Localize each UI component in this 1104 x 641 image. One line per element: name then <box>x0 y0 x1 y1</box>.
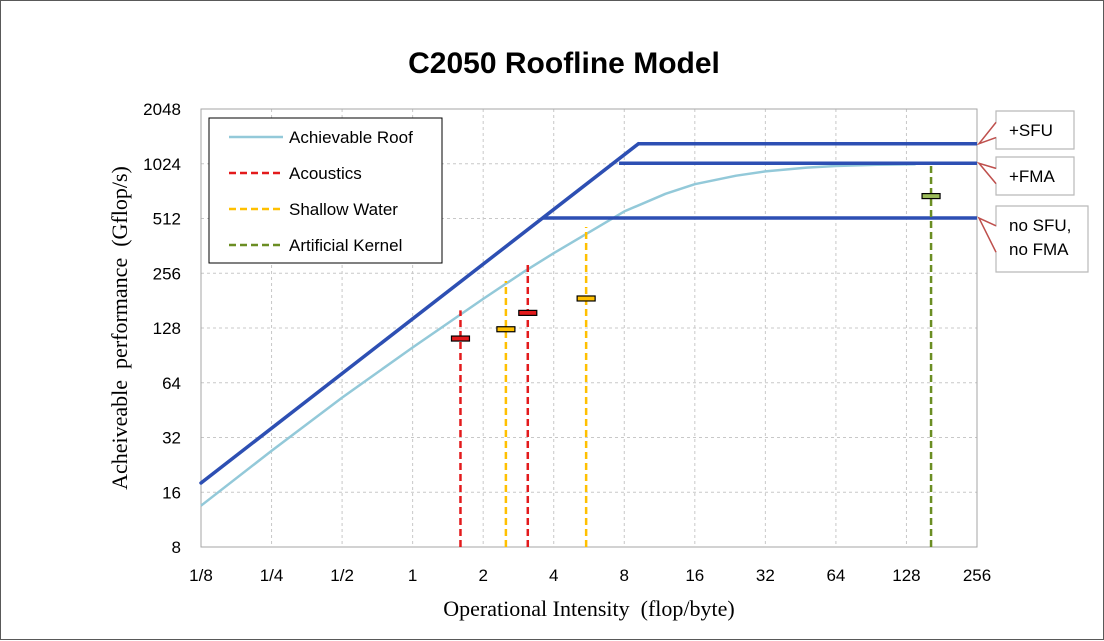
x-axis-title: Operational Intensity (flop/byte) <box>443 596 734 621</box>
roof-callout: no SFU, no FMA <box>977 205 1089 273</box>
roof-callouts: +SFU +FMA no SFU, no FMA <box>976 110 1089 273</box>
x-tick-label: 128 <box>892 566 920 585</box>
y-tick-label: 1024 <box>143 155 181 174</box>
chart-marks <box>199 141 977 547</box>
axis-ticks: 1/8 1/4 1/2 1 2 4 8 16 32 64 128 256 8 16 32 64 128 256 51… <box>143 100 991 585</box>
legend-label: Shallow Water <box>289 200 398 219</box>
achievable-roof-line <box>200 163 916 507</box>
x-tick-label: 16 <box>685 566 704 585</box>
legend-label: Achievable Roof <box>289 128 413 147</box>
chart-title: C2050 Roofline Model <box>408 47 720 80</box>
grid-lines <box>201 109 977 547</box>
y-tick-label: 512 <box>153 210 181 229</box>
y-tick-label: 16 <box>162 483 181 502</box>
y-tick-label: 256 <box>153 264 181 283</box>
legend-box <box>208 117 443 264</box>
x-tick-label: 8 <box>620 566 629 585</box>
measured-point <box>496 326 516 333</box>
x-tick-label: 1 <box>408 566 417 585</box>
x-tick-label: 1/2 <box>330 566 354 585</box>
x-tick-label: 256 <box>963 566 991 585</box>
roof-callout-label: +FMA <box>1009 167 1055 186</box>
plot-area <box>200 108 978 548</box>
roof-callout-pointer <box>977 216 997 253</box>
roof-callout-pointer <box>976 161 997 185</box>
y-tick-label: 8 <box>172 538 181 557</box>
roof-callout-label: +SFU <box>1009 121 1053 140</box>
x-tick-label: 64 <box>826 566 845 585</box>
bandwidth-roof-line <box>199 141 641 485</box>
legend-label: Artificial Kernel <box>289 236 402 255</box>
measured-point <box>576 295 596 302</box>
y-tick-label: 2048 <box>143 100 181 119</box>
roof-callout-label: no SFU, <box>1009 216 1071 235</box>
measured-point <box>518 309 538 316</box>
roof-callout: +SFU <box>976 110 1075 150</box>
y-axis-title: Acheiveable performance (Gflop/s) <box>107 166 132 490</box>
legend: Achievable Roof Acoustics Shallow Water Art… <box>208 117 443 264</box>
roof-callout: +FMA <box>976 156 1075 196</box>
roof-callout-label: no FMA <box>1009 240 1069 259</box>
y-tick-label: 64 <box>162 374 181 393</box>
x-tick-label: 32 <box>756 566 775 585</box>
legend-label: Acoustics <box>289 164 362 183</box>
y-tick-label: 32 <box>162 429 181 448</box>
x-tick-label: 1/4 <box>260 566 284 585</box>
measured-point <box>921 192 941 200</box>
roof-callout-pointer <box>976 121 997 146</box>
x-tick-label: 2 <box>478 566 487 585</box>
x-tick-label: 1/8 <box>189 566 213 585</box>
x-tick-label: 4 <box>549 566 558 585</box>
measured-point <box>450 335 471 342</box>
y-tick-label: 128 <box>153 319 181 338</box>
